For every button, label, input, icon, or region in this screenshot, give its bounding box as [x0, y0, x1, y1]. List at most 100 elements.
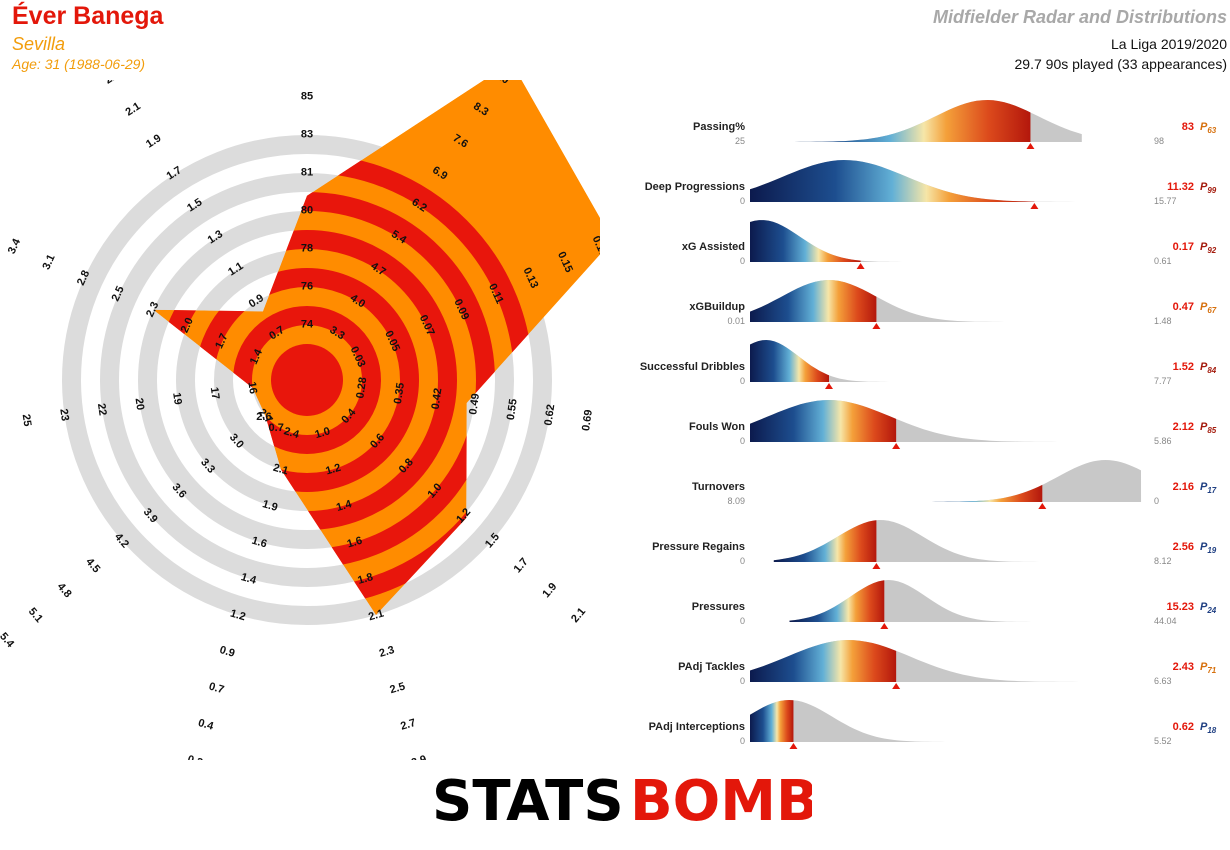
dist-value: 0.62: [1173, 721, 1194, 733]
dist-min: 25: [735, 136, 745, 146]
radar-tick-label: 0.4: [197, 717, 216, 733]
dist-max: 6.63: [1154, 676, 1172, 686]
dist-value: 1.52: [1173, 361, 1194, 373]
dist-label: PAdj Tackles: [678, 661, 745, 673]
team-name: Sevilla: [12, 34, 66, 54]
dist-min: 0: [740, 256, 745, 266]
dist-max: 98: [1154, 136, 1164, 146]
radar-tick-label: 85: [301, 90, 313, 102]
radar-tick-label: 1.6: [346, 535, 364, 551]
dist-min: 0: [740, 556, 745, 566]
radar-tick-label: 9.0: [492, 80, 511, 87]
dist-percentile-value: 84: [1207, 366, 1216, 375]
dist-label: xG Assisted: [682, 241, 745, 253]
dist-fill: [750, 100, 1031, 142]
radar-grey-ring: [100, 173, 514, 587]
dist-percentile-value: 67: [1207, 306, 1216, 315]
radar-grey-ring: [62, 135, 552, 625]
league-season: La Liga 2019/2020: [1111, 36, 1227, 52]
radar-tick-label: 5.1: [26, 606, 45, 625]
radar-tick-label: 2.3: [598, 631, 600, 650]
dist-min: 0: [740, 736, 745, 746]
radar-tick-label: 1.7: [213, 332, 230, 351]
dist-marker: [1038, 503, 1047, 509]
dist-value: 2.16: [1173, 481, 1194, 493]
dist-max: 0.61: [1154, 256, 1172, 266]
radar-tick-label: 1.2: [324, 462, 342, 478]
dist-fill: [750, 160, 1035, 202]
radar-tick-label: 0.69: [580, 409, 595, 432]
radar-tick-label: 2.0: [179, 316, 196, 335]
dist-percentile-value: 71: [1207, 666, 1216, 675]
radar-tick-label: 2.1: [367, 608, 385, 624]
radar-tick-label: 0.7: [207, 680, 225, 696]
dist-label: Fouls Won: [689, 421, 745, 433]
dist-max: 7.77: [1154, 376, 1172, 386]
radar-tick-label: 0.35: [392, 382, 407, 405]
dist-label: Passing%: [693, 121, 745, 133]
dist-label: PAdj Interceptions: [649, 721, 745, 733]
radar-chart: 74767880818385878890Passing%3.34.04.75.4…: [0, 80, 600, 760]
dist-fill: [750, 340, 829, 382]
dist-percentile: P24: [1200, 601, 1217, 615]
dist-max: 5.52: [1154, 736, 1172, 746]
dist-percentile: P85: [1200, 421, 1217, 435]
dist-value: 2.56: [1173, 541, 1194, 553]
radar-tick-label: 4.8: [55, 581, 74, 600]
radar-tick-label: 19: [170, 392, 184, 406]
radar-tick-label: 25: [20, 413, 34, 427]
radar-tick-label: 2.8: [75, 269, 92, 288]
radar-tick-label: 1.9: [144, 132, 163, 150]
radar-tick-label: 78: [301, 242, 313, 254]
dist-fill: [904, 460, 1043, 502]
dist-marker: [892, 443, 901, 449]
radar-tick-label: 2.4: [282, 425, 301, 441]
player-age: Age: 31 (1988-06-29): [12, 56, 146, 72]
radar-tick-label: 17: [208, 386, 222, 400]
dist-max: 1.48: [1154, 316, 1172, 326]
dist-fill: [750, 400, 897, 442]
radar-tick-label: 0.42: [430, 387, 445, 410]
dist-curve: [750, 700, 1011, 742]
dist-min: 0: [740, 436, 745, 446]
minutes-played: 29.7 90s played (33 appearances): [1014, 56, 1227, 72]
radar-tick-label: 2.1: [569, 606, 588, 625]
radar-tick-label: 1.0: [314, 425, 332, 441]
radar-tick-label: 4.5: [83, 556, 102, 575]
dist-marker: [789, 743, 798, 749]
dist-percentile-value: 85: [1207, 426, 1216, 435]
dist-label: Pressures: [692, 601, 745, 613]
radar-tick-label: 2.7: [399, 717, 417, 733]
dist-value: 0.17: [1173, 241, 1194, 253]
dist-min: 0: [740, 376, 745, 386]
dist-fill: [773, 520, 877, 562]
radar-tick-label: 0.9: [218, 644, 236, 660]
radar-tick-label: 80: [301, 204, 313, 216]
radar-tick-label: 2.3: [103, 80, 122, 87]
radar-tick-label: 1.9: [261, 498, 279, 514]
dist-percentile: P63: [1200, 121, 1217, 135]
dist-percentile-value: 63: [1207, 126, 1216, 135]
dist-fill: [789, 580, 885, 622]
dist-percentile: P17: [1200, 481, 1217, 495]
dist-percentile: P18: [1200, 721, 1217, 735]
radar-tick-label: 2.5: [389, 680, 407, 696]
radar-player-shape: [153, 80, 600, 616]
dist-max: 0: [1154, 496, 1159, 506]
dist-max: 8.12: [1154, 556, 1172, 566]
radar-tick-label: 2.9: [410, 753, 428, 760]
radar-tick-label: 74: [301, 318, 314, 330]
dist-fill: [750, 220, 861, 262]
radar-tick-label: 23: [57, 408, 71, 422]
dist-min: 0: [740, 196, 745, 206]
dist-marker: [872, 323, 881, 329]
dist-label: Turnovers: [692, 481, 745, 493]
dist-value: 0.47: [1173, 301, 1194, 313]
radar-polygon-fill: [153, 80, 600, 616]
radar-tick-label: 0.49: [467, 393, 482, 416]
radar-tick-label: 2.3: [144, 300, 161, 319]
logo-text-bomb: BOMB: [630, 770, 812, 830]
dist-marker: [892, 683, 901, 689]
logo-text-stats: STATS: [432, 770, 624, 830]
dist-marker: [825, 383, 833, 389]
